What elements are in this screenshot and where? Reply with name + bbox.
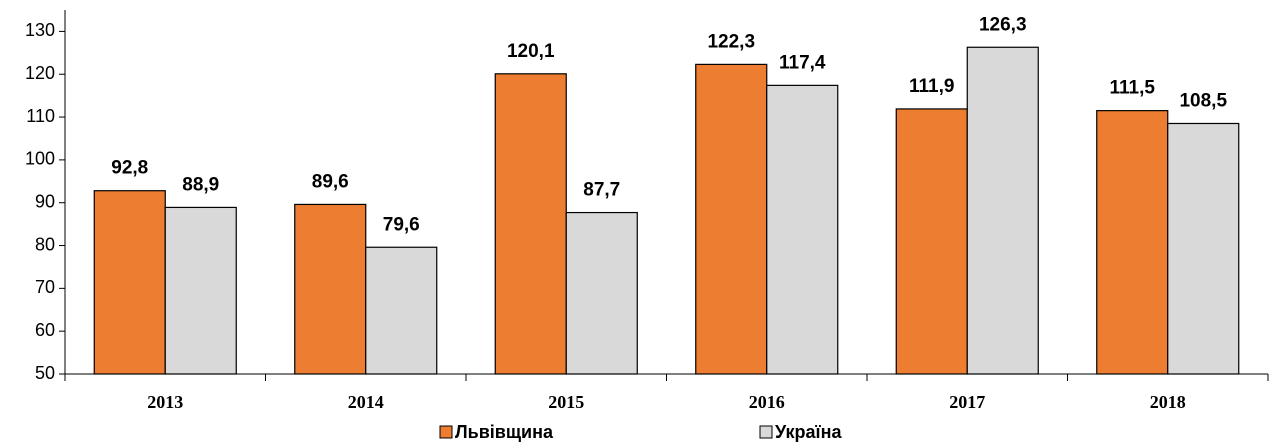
bar (93, 190, 166, 375)
bar (1167, 122, 1240, 375)
y-tick-label: 90 (35, 191, 55, 211)
value-label: 126,3 (979, 14, 1027, 35)
y-tick-label: 70 (35, 277, 55, 297)
value-label: 120,1 (507, 41, 555, 62)
bar (695, 63, 768, 375)
x-tick-label: 2018 (1150, 392, 1186, 412)
value-label: 122,3 (707, 31, 755, 52)
y-tick-label: 80 (35, 234, 55, 254)
legend-swatch (759, 425, 773, 439)
bar (966, 46, 1039, 375)
y-tick-label: 110 (26, 106, 55, 126)
bar (365, 246, 438, 375)
x-tick-label: 2017 (949, 392, 985, 412)
x-tick-label: 2013 (147, 392, 183, 412)
value-label: 111,5 (1110, 78, 1156, 99)
y-tick-label: 130 (25, 20, 55, 40)
y-tick-label: 60 (35, 320, 55, 340)
value-label: 108,5 (1179, 90, 1227, 111)
legend-label: Україна (775, 422, 842, 442)
value-label: 111,9 (909, 76, 954, 97)
x-tick-label: 2014 (348, 392, 384, 412)
x-tick-label: 2015 (548, 392, 584, 412)
legend-label: Львівщина (455, 422, 554, 442)
value-label: 117,4 (779, 52, 826, 73)
value-label: 92,8 (111, 158, 148, 179)
bar (766, 84, 839, 375)
value-label: 87,7 (583, 180, 620, 201)
y-tick-label: 120 (25, 63, 55, 83)
y-tick-label: 100 (25, 149, 55, 169)
x-tick-label: 2016 (749, 392, 785, 412)
y-tick-label: 50 (35, 363, 55, 383)
bar (565, 211, 638, 375)
bar (164, 206, 237, 375)
value-label: 79,6 (383, 214, 420, 235)
value-label: 88,9 (182, 174, 219, 195)
bar (494, 73, 567, 375)
bar (294, 203, 367, 375)
value-label: 89,6 (312, 171, 349, 192)
bar (895, 108, 968, 375)
bar (1096, 110, 1169, 375)
legend-swatch (439, 425, 453, 439)
